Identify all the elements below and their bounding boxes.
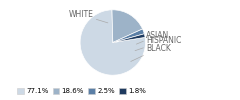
Legend: 77.1%, 18.6%, 2.5%, 1.8%: 77.1%, 18.6%, 2.5%, 1.8% — [14, 85, 149, 97]
Text: BLACK: BLACK — [131, 44, 171, 62]
Wedge shape — [113, 29, 144, 42]
Text: HISPANIC: HISPANIC — [135, 36, 181, 51]
Wedge shape — [112, 10, 143, 42]
Wedge shape — [80, 10, 145, 75]
Wedge shape — [113, 34, 145, 42]
Text: ASIAN: ASIAN — [136, 31, 169, 44]
Text: WHITE: WHITE — [69, 10, 108, 23]
